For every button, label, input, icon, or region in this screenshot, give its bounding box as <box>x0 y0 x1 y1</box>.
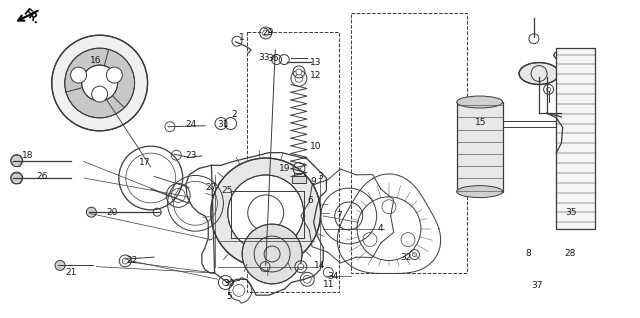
Circle shape <box>560 51 568 59</box>
Text: 5: 5 <box>227 292 232 301</box>
Circle shape <box>11 172 22 184</box>
Circle shape <box>106 67 122 83</box>
Text: 32: 32 <box>401 252 412 262</box>
Text: 4: 4 <box>378 224 383 233</box>
Text: 22: 22 <box>126 256 137 265</box>
Text: 16: 16 <box>90 56 101 65</box>
Circle shape <box>295 74 303 82</box>
Bar <box>294 173 304 176</box>
Circle shape <box>82 65 118 101</box>
Circle shape <box>122 258 128 264</box>
Circle shape <box>86 207 97 217</box>
Text: 13: 13 <box>310 58 321 67</box>
Text: 34: 34 <box>327 272 339 281</box>
Text: 17: 17 <box>139 158 150 167</box>
Text: 25: 25 <box>221 186 233 195</box>
Text: 31: 31 <box>217 120 228 129</box>
Text: 30: 30 <box>223 279 234 287</box>
Text: 29: 29 <box>262 28 273 37</box>
Text: 6: 6 <box>308 196 314 205</box>
Circle shape <box>298 264 304 270</box>
Circle shape <box>211 158 321 267</box>
Text: 11: 11 <box>323 280 334 288</box>
Text: 10: 10 <box>310 142 321 151</box>
Circle shape <box>228 175 303 251</box>
Text: 37: 37 <box>531 281 543 290</box>
Text: 9: 9 <box>311 177 317 186</box>
Text: 7: 7 <box>336 211 342 220</box>
Text: 14: 14 <box>314 260 326 270</box>
Circle shape <box>70 67 86 83</box>
Circle shape <box>547 87 550 91</box>
Text: 36: 36 <box>268 54 279 63</box>
Circle shape <box>223 280 228 286</box>
Text: 20: 20 <box>107 208 118 217</box>
Text: 21: 21 <box>65 268 77 277</box>
Bar <box>351 13 467 273</box>
Text: 15: 15 <box>475 118 486 127</box>
Text: 2: 2 <box>231 110 237 119</box>
Text: 3: 3 <box>317 172 323 181</box>
Text: FR.: FR. <box>21 7 42 26</box>
Text: 26: 26 <box>36 172 48 181</box>
Bar <box>457 102 502 192</box>
Bar <box>556 48 595 229</box>
Circle shape <box>52 35 148 131</box>
Circle shape <box>55 260 65 270</box>
Circle shape <box>65 48 134 118</box>
Circle shape <box>242 224 302 284</box>
Circle shape <box>92 86 108 102</box>
Ellipse shape <box>457 186 502 197</box>
Text: 24: 24 <box>186 120 196 129</box>
Text: 27: 27 <box>205 183 217 192</box>
Circle shape <box>263 30 269 36</box>
Text: 8: 8 <box>525 250 531 259</box>
Circle shape <box>296 69 302 75</box>
Text: 23: 23 <box>186 151 196 160</box>
Text: 12: 12 <box>310 71 321 80</box>
Text: 18: 18 <box>22 151 34 160</box>
Text: 35: 35 <box>565 208 577 217</box>
Circle shape <box>11 155 22 167</box>
Circle shape <box>413 252 417 257</box>
Circle shape <box>303 275 311 283</box>
Ellipse shape <box>457 96 502 108</box>
Ellipse shape <box>519 63 559 85</box>
Ellipse shape <box>554 50 574 60</box>
Bar <box>246 32 339 292</box>
Text: 1: 1 <box>239 33 245 42</box>
Text: 19: 19 <box>279 164 291 173</box>
Bar <box>292 176 306 183</box>
Text: 33: 33 <box>258 52 269 62</box>
Text: 28: 28 <box>564 250 576 259</box>
